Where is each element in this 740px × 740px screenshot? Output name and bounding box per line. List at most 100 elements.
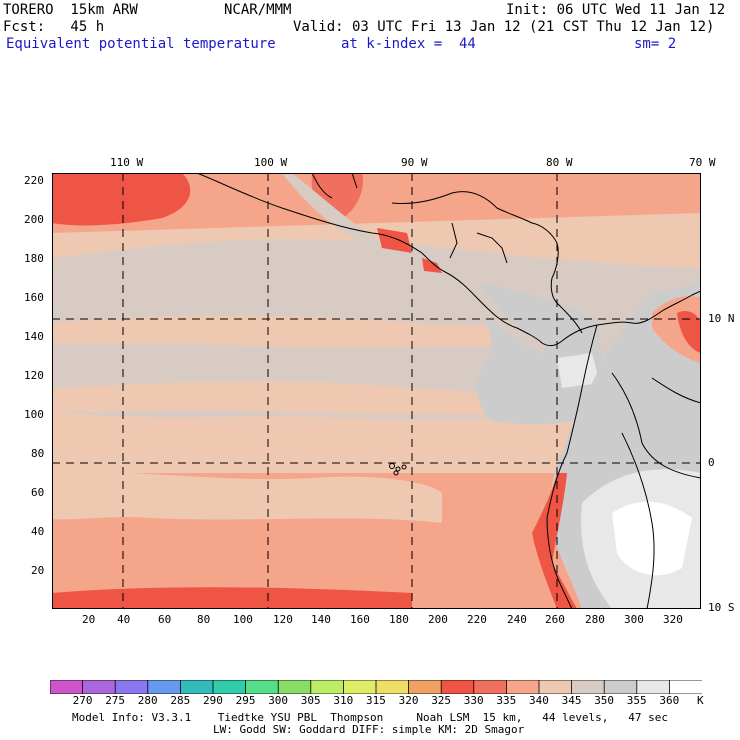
colorbar-label: 315 bbox=[366, 694, 386, 707]
colorbar-swatch bbox=[212, 680, 247, 694]
colorbar-label: 270 bbox=[72, 694, 93, 707]
field-guatemala-hot bbox=[377, 228, 412, 253]
x-tick: 120 bbox=[273, 613, 293, 626]
field-elsalvador-hot bbox=[422, 258, 442, 273]
colorbar-label: 290 bbox=[203, 694, 223, 707]
colorbar-swatch bbox=[505, 680, 540, 694]
colorbar-swatch bbox=[277, 680, 312, 694]
colorbar-swatch bbox=[50, 680, 84, 694]
colorbar-swatch bbox=[310, 680, 345, 694]
field-hot-nw bbox=[52, 173, 191, 226]
theta-e-map bbox=[52, 173, 701, 609]
valid-time: Valid: 03 UTC Fri 13 Jan 12 (21 CST Thu … bbox=[293, 19, 715, 35]
lon-label-110w: 110 W bbox=[110, 156, 144, 169]
field-stripe-345b bbox=[52, 381, 552, 417]
colorbar-swatch bbox=[82, 680, 117, 694]
x-tick: 40 bbox=[117, 613, 131, 626]
colorbar-swatch bbox=[342, 680, 377, 694]
field-hot-south bbox=[52, 587, 412, 609]
colorbar-label: 310 bbox=[333, 694, 354, 707]
level-label: at k-index = 44 bbox=[341, 36, 476, 52]
y-tick: 160 bbox=[24, 291, 44, 304]
lon-label-70w: 70 W bbox=[689, 156, 716, 169]
lat-label-10s: 10 S bbox=[708, 601, 735, 614]
lon-label-100w: 100 W bbox=[254, 156, 288, 169]
colorbar-label: 355 bbox=[626, 694, 647, 707]
model-title: TORERO 15km ARW bbox=[3, 2, 138, 18]
colorbar-label: 320 bbox=[398, 694, 419, 707]
map-frame bbox=[52, 173, 701, 609]
graticule bbox=[52, 173, 701, 609]
x-tick: 280 bbox=[585, 613, 605, 626]
colorbar-swatch bbox=[538, 680, 573, 694]
y-tick: 220 bbox=[24, 174, 44, 187]
y-tick: 40 bbox=[31, 525, 45, 538]
field-central-america bbox=[282, 173, 547, 353]
x-tick: 60 bbox=[158, 613, 172, 626]
colorbar-label: 350 bbox=[594, 694, 615, 707]
colorbar-swatch bbox=[669, 680, 702, 694]
colorbar-label: 360 bbox=[659, 694, 680, 707]
init-time: Init: 06 UTC Wed 11 Jan 12 bbox=[506, 2, 726, 18]
field-south-tan bbox=[52, 471, 442, 523]
x-tick: 240 bbox=[507, 613, 527, 626]
x-tick: 20 bbox=[82, 613, 96, 626]
organization-label: NCAR/MMM bbox=[224, 2, 292, 18]
model-physics: LW: Godd SW: Goddard DIFF: simple KM: 2D… bbox=[213, 723, 525, 736]
lat-label-0: 0 bbox=[708, 456, 715, 469]
colorbar-swatch bbox=[375, 680, 410, 694]
colorbar-label: 280 bbox=[137, 694, 158, 707]
colorbar bbox=[50, 680, 702, 694]
lon-label-80w: 80 W bbox=[546, 156, 573, 169]
colorbar-label: 305 bbox=[300, 694, 321, 707]
y-tick: 120 bbox=[24, 369, 44, 382]
model-info: Model Info: V3.3.1 Tiedtke YSU PBL Thomp… bbox=[72, 711, 669, 724]
y-tick: 200 bbox=[24, 213, 44, 226]
x-tick: 300 bbox=[624, 613, 644, 626]
forecast-hour: Fcst: 45 h bbox=[3, 19, 105, 35]
colorbar-swatch bbox=[473, 680, 508, 694]
colorbar-swatch bbox=[571, 680, 606, 694]
colorbar-swatch bbox=[603, 680, 638, 694]
x-tick: 220 bbox=[467, 613, 487, 626]
x-tick: 180 bbox=[389, 613, 409, 626]
field-stripe-345 bbox=[52, 315, 572, 348]
colorbar-labels: 270 275 280 285 290 295 300 305 310 315 320 325 330 3… bbox=[0, 695, 740, 709]
x-tick: 140 bbox=[311, 613, 331, 626]
colorbar-label: 345 bbox=[561, 694, 582, 707]
smoothing-label: sm= 2 bbox=[634, 36, 677, 52]
x-tick: 200 bbox=[428, 613, 448, 626]
colorbar-label: 295 bbox=[235, 694, 256, 707]
field-venezuela-hot bbox=[677, 311, 701, 353]
x-tick: 260 bbox=[545, 613, 565, 626]
y-tick: 140 bbox=[24, 330, 44, 343]
colorbar-label: 340 bbox=[529, 694, 549, 707]
colorbar-swatch bbox=[636, 680, 671, 694]
colorbar-label: 285 bbox=[170, 694, 191, 707]
colorbar-swatch bbox=[408, 680, 443, 694]
lat-label-10n: 10 N bbox=[708, 312, 735, 325]
field-andes-white bbox=[612, 501, 692, 576]
field-peru-coast bbox=[532, 473, 577, 609]
field-cool-grey bbox=[477, 283, 612, 425]
field-name: Equivalent potential temperature bbox=[6, 36, 276, 52]
colorbar-label: 275 bbox=[105, 694, 126, 707]
colorbar-label: 330 bbox=[463, 694, 484, 707]
field-light-patch bbox=[557, 353, 600, 388]
lon-label-90w: 90 W bbox=[401, 156, 428, 169]
x-tick: 80 bbox=[197, 613, 211, 626]
colorbar-swatch bbox=[147, 680, 182, 694]
y-tick: 180 bbox=[24, 252, 44, 265]
colorbar-swatch bbox=[179, 680, 214, 694]
y-tick: 80 bbox=[31, 447, 45, 460]
y-tick: 20 bbox=[31, 564, 45, 577]
x-tick: 100 bbox=[233, 613, 253, 626]
colorbar-label: 300 bbox=[268, 694, 289, 707]
x-tick: 160 bbox=[350, 613, 370, 626]
colorbar-label: 325 bbox=[431, 694, 452, 707]
x-tick: 320 bbox=[663, 613, 683, 626]
colorbar-label: 335 bbox=[496, 694, 517, 707]
colorbar-swatch bbox=[245, 680, 280, 694]
colorbar-swatch bbox=[114, 680, 149, 694]
colorbar-swatch bbox=[440, 680, 475, 694]
